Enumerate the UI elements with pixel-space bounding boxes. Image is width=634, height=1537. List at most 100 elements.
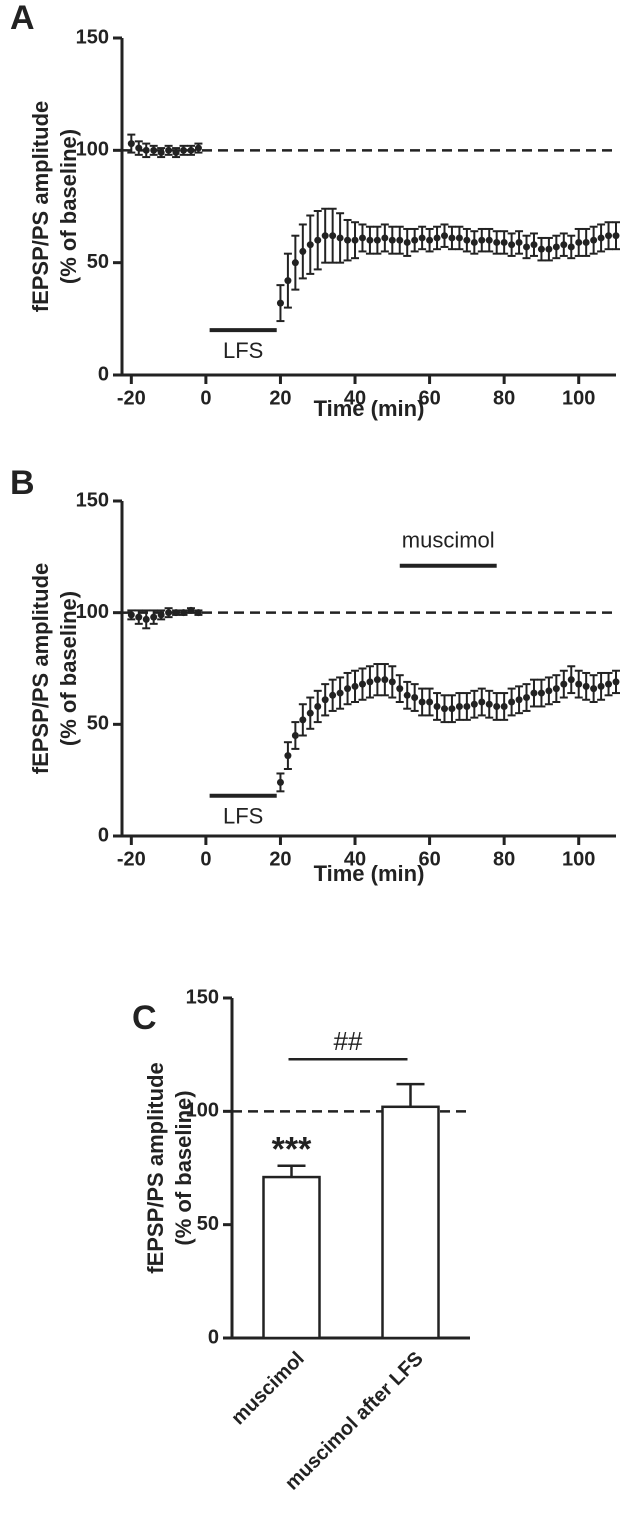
y-tick-label: 0	[208, 1326, 219, 1348]
y-tick-label: 0	[98, 363, 109, 385]
x-tick-label: 0	[200, 387, 211, 409]
data-point	[433, 234, 441, 242]
data-point	[157, 611, 165, 619]
x-tick-label: 0	[200, 848, 211, 870]
x-tick-label: muscimol after LFS	[281, 1348, 428, 1495]
data-point	[306, 241, 314, 249]
y-tick-label: 50	[87, 713, 109, 735]
data-point	[523, 243, 531, 251]
data-point	[396, 236, 404, 244]
x-axis-title: Time (min)	[314, 861, 425, 886]
data-point	[321, 232, 329, 240]
data-point	[440, 232, 448, 240]
data-point	[329, 232, 337, 240]
x-tick-label: 80	[493, 387, 515, 409]
data-point	[276, 299, 284, 307]
data-point	[180, 609, 188, 617]
y-tick-label: 100	[76, 139, 109, 161]
data-point	[418, 234, 426, 242]
data-point	[605, 680, 613, 688]
data-point	[545, 687, 553, 695]
data-point	[448, 705, 456, 713]
data-point	[515, 696, 523, 704]
data-point	[194, 144, 202, 152]
data-point	[150, 613, 158, 621]
data-point	[396, 685, 404, 693]
data-point	[373, 676, 381, 684]
data-point	[478, 698, 486, 706]
data-point	[291, 732, 299, 739]
data-point	[381, 234, 389, 242]
data-point	[284, 752, 292, 760]
data-point	[530, 241, 538, 249]
y-axis-title: (% of baseline)	[56, 591, 81, 746]
data-point	[493, 238, 501, 246]
data-point	[523, 694, 531, 702]
x-tick-label: 20	[269, 387, 291, 409]
y-tick-label: 150	[186, 986, 219, 1008]
data-point	[567, 676, 575, 684]
data-point	[299, 716, 307, 724]
x-tick-label: 60	[418, 848, 440, 870]
y-tick-label: 100	[76, 601, 109, 623]
data-point	[478, 236, 486, 244]
data-point	[314, 702, 322, 710]
data-point	[455, 702, 463, 710]
data-point	[187, 606, 195, 614]
y-axis-title: fEPSP/PS amplitude	[28, 563, 53, 775]
data-point	[470, 700, 478, 708]
span-label: LFS	[223, 338, 263, 363]
data-point	[284, 277, 292, 285]
data-point	[366, 236, 374, 244]
x-tick-label: -20	[117, 848, 146, 870]
data-point	[299, 247, 307, 255]
data-point	[508, 698, 516, 706]
data-point	[336, 234, 344, 242]
x-tick-label: muscimol	[227, 1348, 309, 1430]
data-point	[530, 689, 538, 697]
y-tick-label: 50	[197, 1213, 219, 1235]
data-point	[172, 149, 180, 157]
data-point	[411, 236, 419, 244]
data-point	[582, 682, 590, 690]
data-point	[329, 691, 337, 699]
data-point	[344, 685, 352, 693]
data-point	[403, 691, 411, 699]
data-point	[366, 678, 374, 686]
data-point	[180, 146, 188, 154]
x-tick-label: -20	[117, 387, 146, 409]
data-point	[605, 232, 613, 240]
data-point	[135, 613, 143, 621]
data-point	[344, 236, 352, 244]
y-axis-title: (% of baseline)	[56, 129, 81, 284]
data-point	[187, 146, 195, 154]
data-point	[358, 234, 366, 242]
y-axis-title: fEPSP/PS amplitude	[28, 101, 53, 313]
data-point	[463, 236, 471, 244]
data-point	[590, 236, 598, 244]
data-point	[575, 238, 583, 246]
data-point	[388, 236, 396, 244]
data-point	[172, 609, 180, 617]
panel-letter: B	[10, 464, 35, 502]
bar	[262, 1175, 321, 1340]
data-point	[485, 700, 493, 708]
data-point	[567, 243, 575, 251]
data-point	[336, 689, 344, 697]
x-tick-label: 100	[562, 848, 595, 870]
span-label: muscimol	[402, 528, 495, 553]
data-point	[411, 694, 419, 702]
data-point	[127, 611, 135, 619]
data-point	[485, 236, 493, 244]
data-point	[463, 702, 471, 710]
data-point	[194, 609, 202, 617]
data-point	[552, 685, 560, 693]
data-point	[373, 236, 381, 244]
data-point	[612, 678, 620, 686]
data-point	[455, 234, 463, 242]
data-point	[612, 232, 620, 240]
data-point	[165, 146, 173, 154]
data-point	[448, 234, 456, 242]
